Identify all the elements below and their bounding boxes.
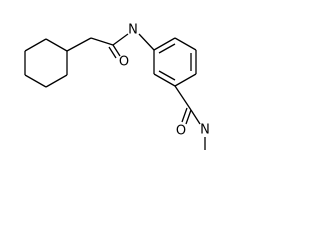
methylamide-chain <box>174 85 206 150</box>
atom-label: N <box>200 123 210 138</box>
cyclohexane-ring <box>24 38 68 88</box>
structure-diagram: N O O N <box>24 23 210 150</box>
benzene-ring <box>153 37 197 87</box>
atom-label: O <box>176 124 186 139</box>
atom-label: O <box>119 55 129 70</box>
acetamide-chain <box>66 33 155 59</box>
atom-label: N <box>128 23 138 38</box>
